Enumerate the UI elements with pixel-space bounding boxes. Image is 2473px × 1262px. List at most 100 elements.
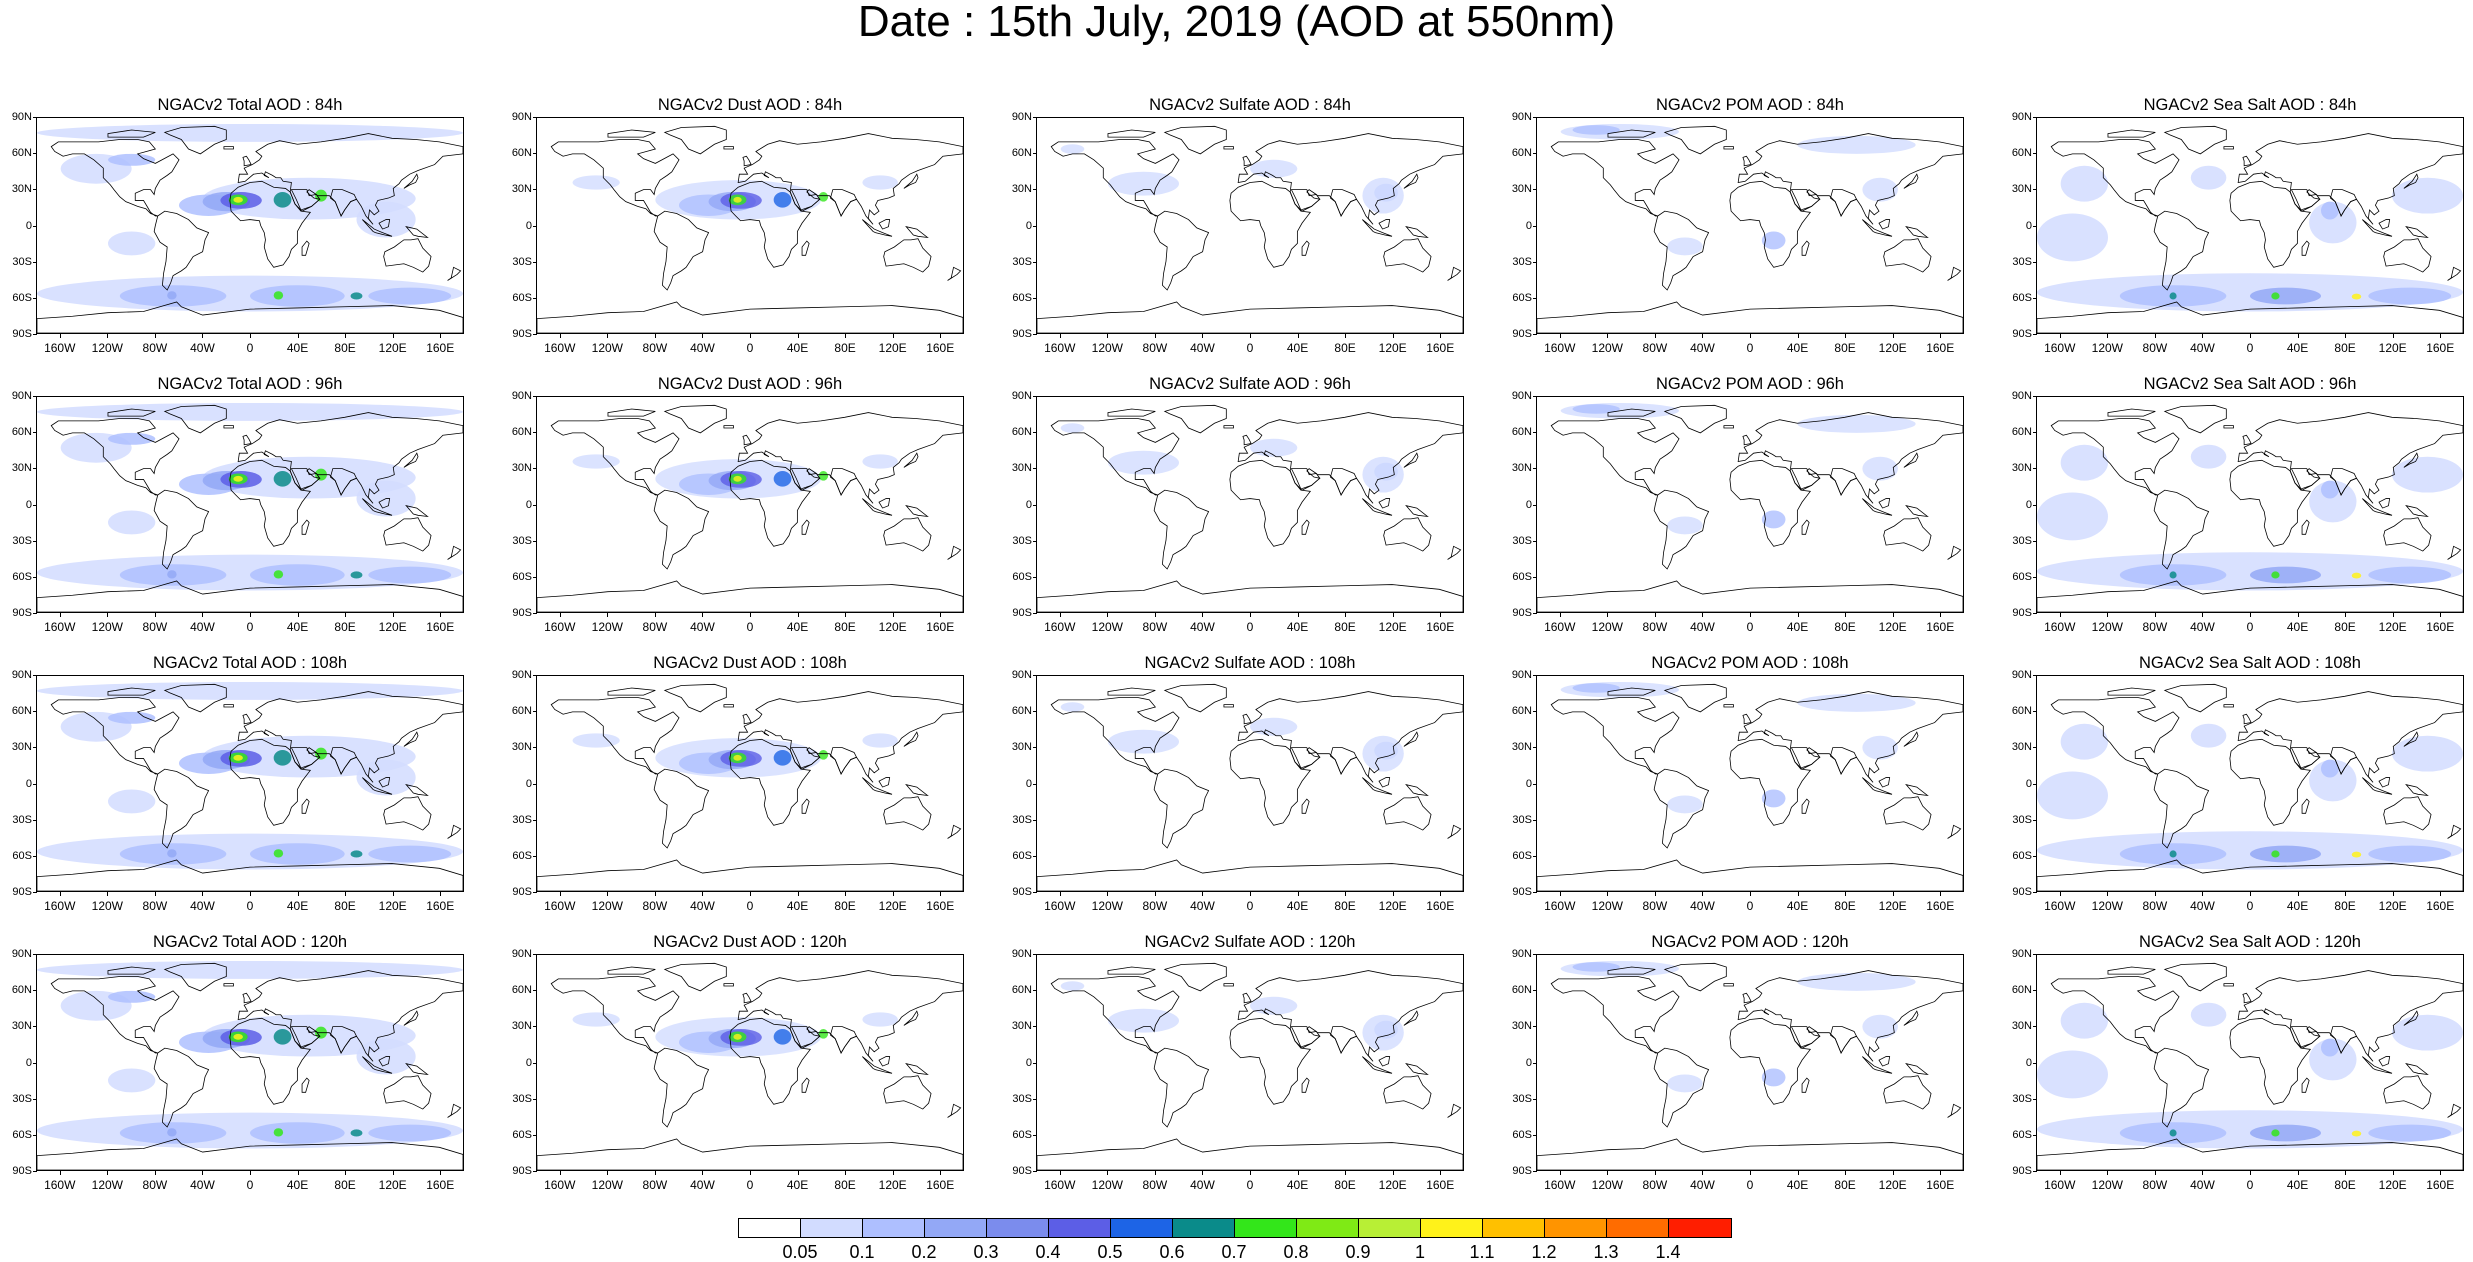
lon-label: 80W <box>642 341 668 355</box>
lon-label: 160W <box>1044 1178 1076 1192</box>
coastline-japan <box>1403 452 1419 468</box>
lon-tick <box>2059 613 2061 617</box>
map-frame <box>1536 675 1964 892</box>
lat-tick <box>33 540 37 542</box>
aod-map <box>537 962 963 1170</box>
lat-label: 30S <box>1512 255 1532 268</box>
lon-label: 40E <box>2286 620 2309 634</box>
aod-contour-1 <box>1108 729 1179 754</box>
lon-label: 160W <box>544 620 576 634</box>
lat-tick <box>1033 747 1037 749</box>
lon-label: 160W <box>1044 620 1076 634</box>
lon-tick <box>1750 1171 1751 1175</box>
lat-tick <box>1033 468 1037 470</box>
coastline-borneo <box>878 1056 891 1067</box>
coastline-northAmerica <box>1050 139 1180 217</box>
coastline-arabia <box>1290 747 1321 769</box>
lat-label: 90S <box>12 886 32 898</box>
panel-title: NGACv2 Dust AOD : 96h <box>657 375 843 393</box>
lat-tick <box>533 1062 537 1064</box>
lon-tick <box>797 613 799 617</box>
lon-tick <box>607 1171 609 1175</box>
lon-tick <box>1654 1171 1656 1175</box>
lon-tick <box>702 334 704 338</box>
coastline-borneo <box>2378 498 2391 509</box>
map-frame <box>1036 117 1464 334</box>
lon-tick <box>892 613 894 617</box>
colorbar-swatch <box>1359 1219 1421 1237</box>
lon-label: 160E <box>926 620 955 634</box>
lon-label: 160E <box>426 341 455 355</box>
lon-tick <box>1607 1171 1609 1175</box>
lon-tick <box>654 613 656 617</box>
coastline-australia <box>383 1075 432 1110</box>
lat-tick <box>2033 153 2037 155</box>
lon-tick <box>2202 334 2204 338</box>
coastline-arcticIslands <box>607 129 656 138</box>
coastline-greenland <box>1663 404 1727 434</box>
lon-label: 120E <box>2378 341 2407 355</box>
aod-contour-1 <box>1250 996 1298 1015</box>
lon-label: 0 <box>2246 899 2254 913</box>
coastline-australia <box>383 517 432 552</box>
colorbar-swatch <box>801 1219 863 1237</box>
lat-label: 30S <box>2012 813 2032 826</box>
aod-contour-7 <box>2169 1129 2177 1137</box>
aod-contour-11 <box>733 196 742 203</box>
lat-tick <box>2033 396 2037 397</box>
aod-map <box>537 125 963 333</box>
lon-tick <box>440 892 442 896</box>
lat-tick <box>533 576 537 578</box>
aod-contour-1 <box>108 1068 156 1093</box>
coastline-uk <box>1742 155 1752 167</box>
lon-label: 40E <box>1786 899 1809 913</box>
aod-contour-2 <box>2321 201 2339 220</box>
lon-label: 80E <box>334 899 356 913</box>
lon-tick <box>1154 892 1156 896</box>
aod-contour-1 <box>2392 177 2463 214</box>
aod-contour-3 <box>2250 845 2321 863</box>
aod-contour-1 <box>1362 456 1404 493</box>
aod-contour-7 <box>2169 292 2177 300</box>
lon-tick <box>2392 892 2394 896</box>
aod-contour-7 <box>2169 850 2177 858</box>
coastline-madagascar <box>1301 798 1310 814</box>
lon-tick <box>1797 334 1799 338</box>
lon-label: 40E <box>2286 1178 2309 1192</box>
lon-tick <box>1250 613 1251 617</box>
page-title: Date : 15th July, 2019 (AOD at 550nm) <box>857 0 1616 46</box>
lat-label: 60S <box>2012 291 2032 304</box>
lat-tick <box>1033 1171 1037 1172</box>
coastline-arcticIslands <box>2107 966 2156 975</box>
lon-tick <box>1559 892 1561 896</box>
coastline-iceland <box>223 983 234 987</box>
lat-tick <box>1533 297 1537 299</box>
coastline-borneo <box>378 219 391 230</box>
lon-label: 80E <box>1834 620 1856 634</box>
aod-contour-6 <box>773 1029 792 1045</box>
aod-contour-1 <box>2309 480 2357 523</box>
lon-label: 120W <box>591 620 623 634</box>
lon-label: 40E <box>1286 899 1309 913</box>
coastline-southAmerica <box>1153 1047 1210 1128</box>
lat-label: 60N <box>2011 147 2032 160</box>
lon-label: 160W <box>1544 620 1576 634</box>
lon-tick <box>1797 613 1799 617</box>
lon-tick <box>2297 892 2299 896</box>
colorbar-swatch <box>1545 1219 1607 1237</box>
panel-title: NGACv2 Sea Salt AOD : 84h <box>2143 96 2357 114</box>
lon-label: 40W <box>690 899 715 913</box>
colorbar-swatch <box>1483 1219 1545 1237</box>
coastline-northAmerica <box>550 139 680 217</box>
aod-contour-8 <box>818 1029 829 1039</box>
panel-title: NGACv2 Sea Salt AOD : 108h <box>2139 654 2361 672</box>
coastline-japan <box>2403 452 2419 468</box>
lat-label: 60S <box>512 291 532 304</box>
coastline-indonesia <box>1362 498 1393 516</box>
coastline-indonesia <box>2362 777 2393 795</box>
lon-label: 40E <box>1786 341 1809 355</box>
aod-contour-1 <box>1862 456 1898 481</box>
lon-label: 40E <box>1286 341 1309 355</box>
coastline-newguinea <box>2405 505 2429 518</box>
aod-contour-1 <box>1667 516 1703 535</box>
